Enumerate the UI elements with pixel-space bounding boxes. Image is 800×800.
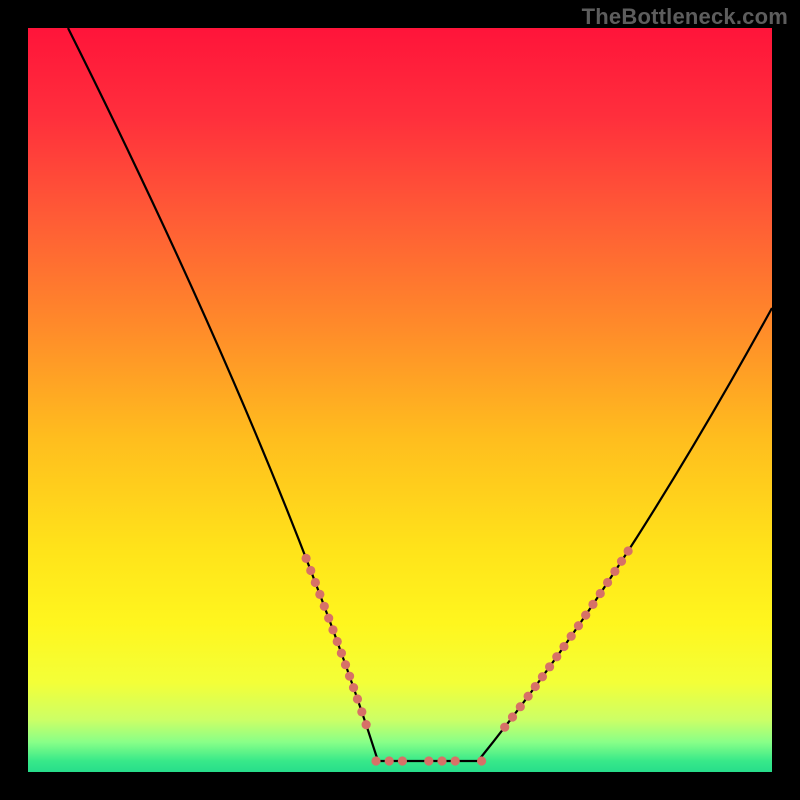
chart-plot (28, 28, 772, 772)
highlight-dot (353, 694, 362, 703)
chart-frame: TheBottleneck.com (0, 0, 800, 800)
highlight-dot (385, 756, 394, 765)
highlight-dot (574, 621, 583, 630)
plot-background (28, 28, 772, 772)
highlight-dot (524, 692, 533, 701)
highlight-dot (398, 756, 407, 765)
highlight-dot (617, 557, 626, 566)
highlight-dot (500, 723, 509, 732)
highlight-dot (538, 672, 547, 681)
highlight-dot (324, 614, 333, 623)
highlight-dot (424, 756, 433, 765)
highlight-dot (357, 707, 366, 716)
highlight-dot (610, 567, 619, 576)
highlight-dot (451, 756, 460, 765)
highlight-dot (567, 632, 576, 641)
highlight-dot (531, 682, 540, 691)
watermark-text: TheBottleneck.com (582, 4, 788, 30)
highlight-dot (559, 642, 568, 651)
highlight-dot (371, 756, 380, 765)
highlight-dot (477, 756, 486, 765)
highlight-dot (588, 600, 597, 609)
highlight-dot (437, 756, 446, 765)
highlight-dot (508, 712, 517, 721)
highlight-dot (320, 602, 329, 611)
highlight-dot (337, 649, 346, 658)
highlight-dot (581, 611, 590, 620)
highlight-dot (603, 578, 612, 587)
highlight-dot (545, 662, 554, 671)
highlight-dot (315, 590, 324, 599)
highlight-dot (624, 546, 633, 555)
highlight-dot (301, 554, 310, 563)
highlight-dot (349, 683, 358, 692)
highlight-dot (333, 637, 342, 646)
highlight-dot (596, 589, 605, 598)
highlight-dot (311, 578, 320, 587)
highlight-dot (516, 702, 525, 711)
highlight-dot (362, 720, 371, 729)
highlight-dot (345, 672, 354, 681)
highlight-dot (341, 660, 350, 669)
highlight-dot (328, 625, 337, 634)
highlight-dot (552, 652, 561, 661)
highlight-dot (306, 566, 315, 575)
